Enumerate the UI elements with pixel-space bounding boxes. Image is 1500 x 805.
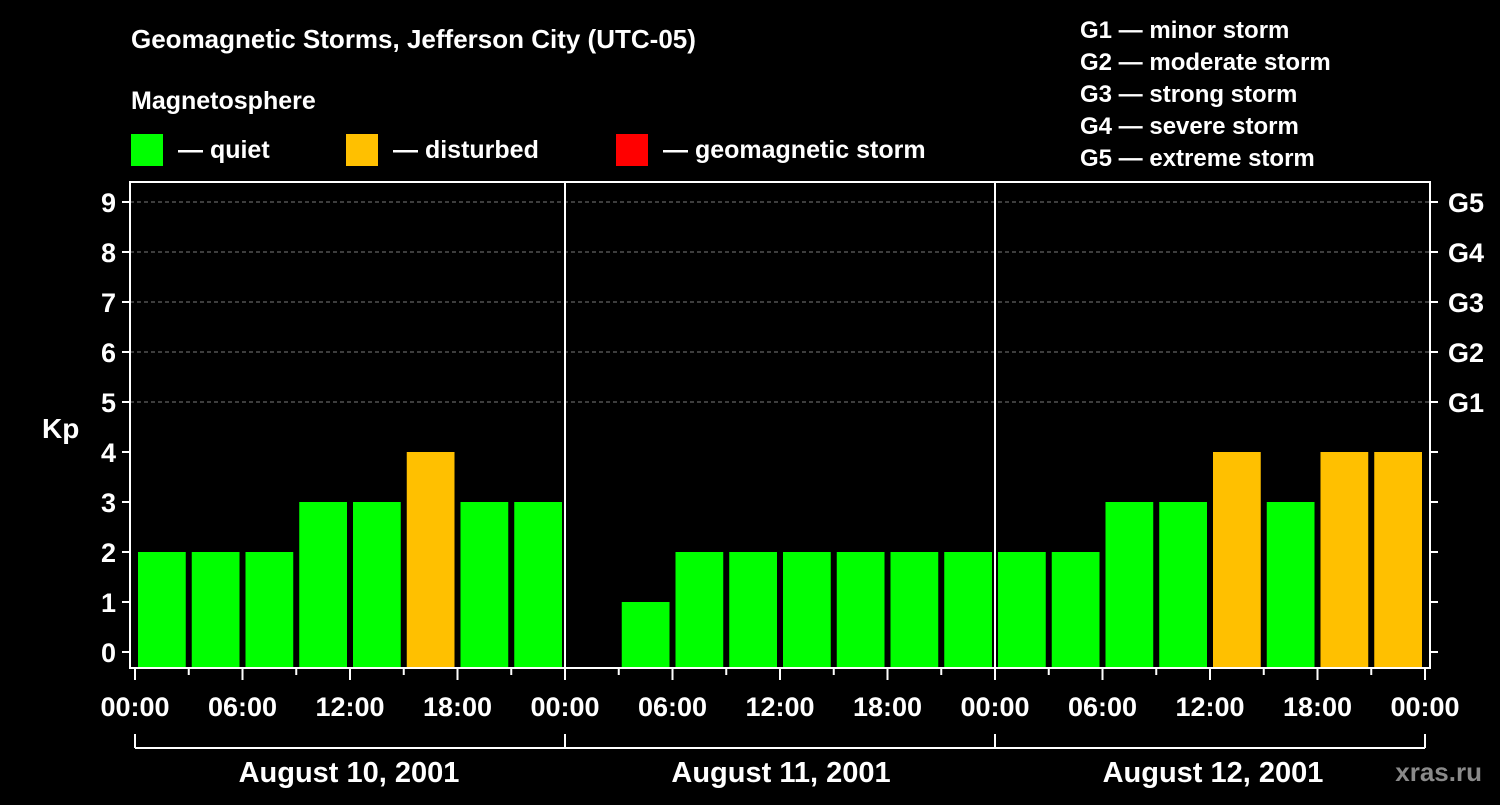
- y-tick-label-7: 7: [101, 288, 116, 318]
- x-tick-label-9: 06:00: [1068, 692, 1137, 722]
- y-tick-label-9: 9: [101, 188, 116, 218]
- bar-0: [138, 552, 186, 667]
- storm-scale-g1: G1 — minor storm: [1080, 17, 1289, 44]
- y-tick-label-3: 3: [101, 488, 116, 518]
- legend-swatch-storm: [616, 134, 648, 166]
- bar-3: [299, 502, 347, 667]
- bar-7: [514, 502, 562, 667]
- bar-1: [191, 552, 240, 667]
- day-label-1: August 11, 2001: [671, 757, 890, 789]
- bar-8: [621, 602, 670, 667]
- bar-17: [1105, 502, 1154, 667]
- day-label-0: August 10, 2001: [239, 757, 460, 789]
- right-axis-label-G1: G1: [1448, 388, 1484, 418]
- x-tick-label-5: 06:00: [638, 692, 707, 722]
- storm-scale-g5: G5 — extreme storm: [1080, 145, 1315, 172]
- bar-6: [460, 502, 509, 667]
- legend-swatch-quiet: [131, 134, 163, 166]
- bar-19: [1213, 452, 1261, 667]
- bar-16: [1051, 552, 1100, 667]
- right-axis-label-G5: G5: [1448, 188, 1484, 218]
- y-tick-label-2: 2: [101, 538, 116, 568]
- legend-label-storm: — geomagnetic storm: [663, 136, 926, 164]
- legend-swatch-disturbed: [346, 134, 378, 166]
- bar-5: [406, 452, 455, 667]
- bar-20: [1266, 502, 1315, 667]
- x-tick-label-12: 00:00: [1390, 692, 1459, 722]
- y-tick-label-5: 5: [101, 388, 116, 418]
- right-axis-label-G4: G4: [1448, 238, 1484, 268]
- legend-heading: Magnetosphere: [131, 87, 316, 115]
- bar-18: [1159, 502, 1207, 667]
- x-tick-label-2: 12:00: [315, 692, 384, 722]
- x-tick-label-1: 06:00: [208, 692, 277, 722]
- watermark: xras.ru: [1395, 757, 1482, 787]
- y-tick-label-1: 1: [101, 588, 116, 618]
- bar-10: [729, 552, 777, 667]
- bar-22: [1374, 452, 1422, 667]
- y-tick-label-0: 0: [101, 638, 116, 668]
- bar-2: [245, 552, 294, 667]
- x-tick-label-8: 00:00: [960, 692, 1029, 722]
- x-tick-label-3: 18:00: [423, 692, 492, 722]
- bar-15: [998, 552, 1046, 667]
- y-axis-label: Kp: [42, 413, 79, 444]
- x-tick-label-10: 12:00: [1175, 692, 1244, 722]
- chart-title: Geomagnetic Storms, Jefferson City (UTC-…: [131, 24, 696, 54]
- storm-scale-g3: G3 — strong storm: [1080, 81, 1297, 108]
- y-tick-label-4: 4: [101, 438, 116, 468]
- plot-area: 0 1 2 3 4 5 6 7 8 9 G1 G2 G3 G4 G5: [101, 181, 1484, 680]
- bar-12: [836, 552, 885, 667]
- right-axis-label-G2: G2: [1448, 338, 1484, 368]
- x-tick-label-7: 18:00: [853, 692, 922, 722]
- right-axis-label-G3: G3: [1448, 288, 1484, 318]
- bar-21: [1320, 452, 1369, 667]
- x-tick-label-6: 12:00: [745, 692, 814, 722]
- bar-11: [783, 552, 831, 667]
- bar-4: [353, 502, 401, 667]
- bar-9: [675, 552, 724, 667]
- x-tick-label-4: 00:00: [530, 692, 599, 722]
- x-tick-label-0: 00:00: [100, 692, 169, 722]
- storm-scale-g2: G2 — moderate storm: [1080, 49, 1331, 76]
- legend-label-disturbed: — disturbed: [393, 136, 539, 164]
- x-tick-label-11: 18:00: [1283, 692, 1352, 722]
- storm-scale-g4: G4 — severe storm: [1080, 113, 1299, 140]
- y-tick-label-8: 8: [101, 238, 116, 268]
- legend-label-quiet: — quiet: [178, 136, 270, 164]
- bar-13: [890, 552, 939, 667]
- bar-14: [944, 552, 992, 667]
- y-tick-label-6: 6: [101, 338, 116, 368]
- day-label-2: August 12, 2001: [1103, 757, 1324, 789]
